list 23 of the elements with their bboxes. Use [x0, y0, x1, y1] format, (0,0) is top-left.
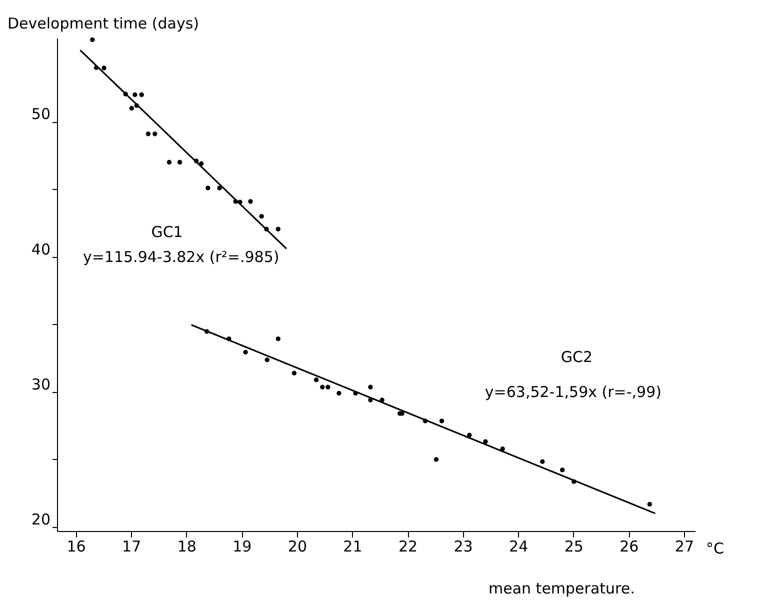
annotation: y=63,52-1,59x (r=-,99) [484, 382, 662, 401]
x-tick-label: 24 [509, 538, 528, 556]
x-tick-label: 16 [66, 538, 86, 556]
annotation: GC1 [151, 222, 183, 241]
y-tick-label: 40 [31, 240, 50, 258]
annotation: GC2 [560, 348, 593, 366]
x-tick-label: 27 [674, 538, 694, 556]
x-tick-label: 22 [398, 538, 418, 556]
x-tick-label: 23 [454, 538, 473, 556]
annotation: y=115.94-3.82x (r²=.985) [82, 248, 280, 266]
y-axis-title: Development time (days) [8, 14, 200, 32]
x-tick-label: 20 [288, 538, 307, 556]
x-tick-label: 19 [232, 538, 252, 556]
y-tick-label: 30 [31, 375, 50, 394]
x-tick-label: 18 [177, 538, 196, 556]
y-tick-label: 20 [31, 510, 50, 528]
x-axis-title: mean temperature. [488, 580, 635, 598]
x-tick-label: 26 [620, 538, 639, 556]
x-tick-label: 17 [122, 538, 142, 556]
x-tick-label: 25 [564, 538, 584, 556]
text: °C [706, 540, 724, 558]
x-tick-label: 21 [343, 538, 362, 556]
y-tick-label: 50 [31, 105, 50, 124]
